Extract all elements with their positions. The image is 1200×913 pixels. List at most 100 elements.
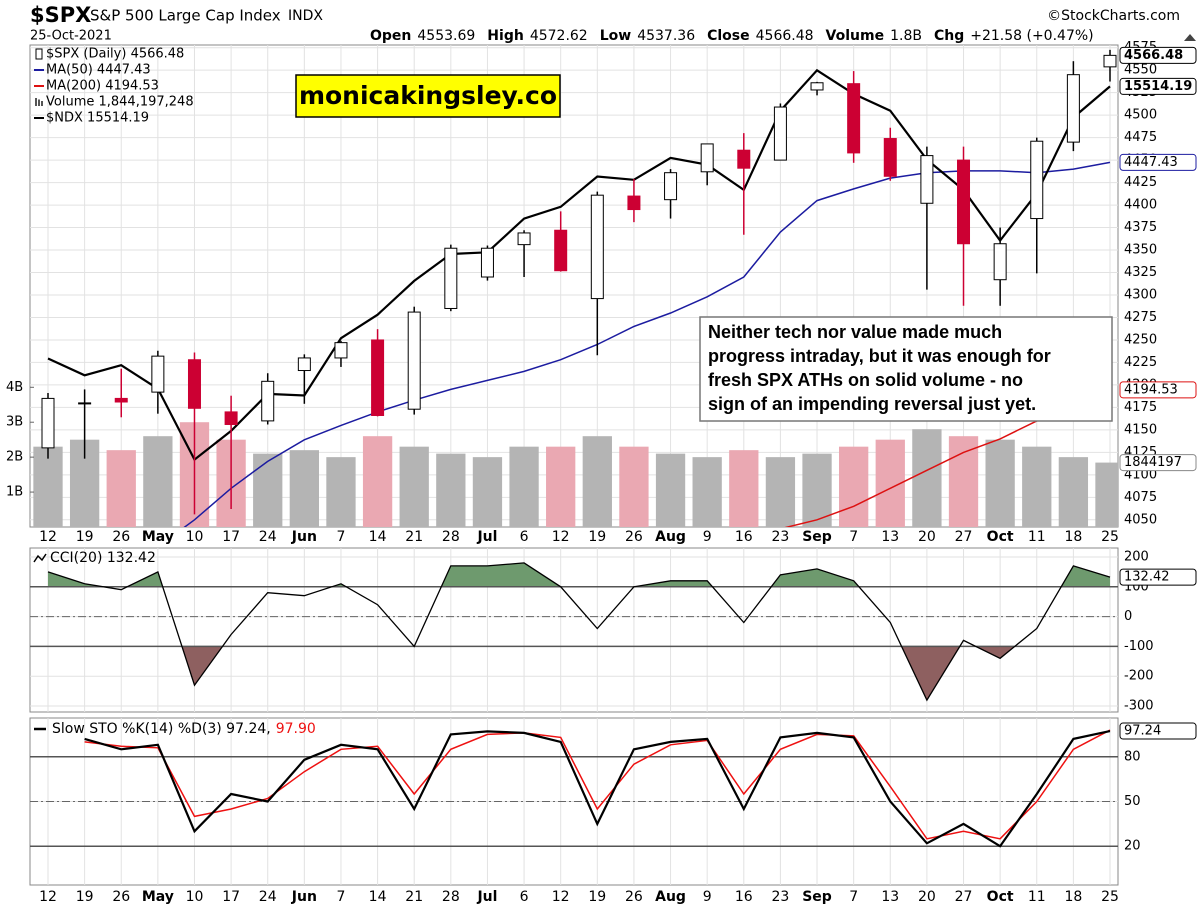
cci-panel: [29, 547, 1119, 713]
overlay-line: [784, 389, 1111, 527]
candle-body: [920, 155, 934, 204]
x-tick-label: 13: [881, 889, 899, 905]
up-arrow: [1184, 34, 1196, 41]
sto-legend: Slow STO %K(14) %D(3) 97.24,: [52, 721, 271, 737]
y-tick-label: 4425: [1124, 175, 1157, 190]
volume-tick-label: 3B: [6, 415, 23, 430]
candle-body: [737, 149, 751, 169]
volume-tick-label: 4B: [6, 380, 23, 395]
legend-icon: [41, 101, 43, 106]
candle-body: [554, 229, 568, 272]
copyright: ©StockCharts.com: [1047, 8, 1180, 24]
volume-bar: [692, 457, 722, 527]
cci-title: CCI(20) 132.42: [50, 550, 156, 566]
volume-bar: [582, 436, 612, 527]
x-tick-label: 19: [588, 529, 606, 545]
candle-body: [627, 195, 641, 211]
candle-body: [371, 339, 385, 416]
candle-body: [517, 232, 531, 246]
x-tick-label: May: [142, 529, 174, 545]
volume-bar: [985, 439, 1015, 527]
candle-body: [151, 355, 165, 393]
candle-body: [993, 243, 1007, 281]
x-tick-label: 26: [625, 889, 643, 905]
cci-fill-below: [48, 646, 1110, 701]
legend-ma: MA(50) 4447.43: [46, 63, 151, 78]
candle-body: [1030, 140, 1044, 220]
candle-body: [224, 411, 238, 425]
candle-body: [297, 357, 311, 372]
x-tick-label: 10: [186, 889, 204, 905]
candle-body: [1103, 54, 1117, 68]
x-tick-label: 16: [735, 889, 753, 905]
x-tick-label: 6: [520, 889, 529, 905]
volume-bar: [1058, 457, 1089, 527]
y-tick-label: 200: [1124, 549, 1149, 564]
candle-body: [957, 159, 971, 245]
cci-fill-above: [48, 562, 1110, 587]
y-tick-label: -100: [1124, 639, 1154, 654]
quote-value: 4566.48: [756, 28, 814, 44]
x-tick-label: 24: [259, 529, 277, 545]
x-tick-label: 21: [405, 889, 423, 905]
candle-body: [700, 143, 714, 173]
volume-bar: [509, 446, 539, 527]
x-tick-label: Aug: [655, 889, 686, 905]
value-tag-label: 1844197: [1124, 455, 1182, 470]
x-tick-label: Sep: [802, 889, 832, 905]
candle-body: [261, 380, 275, 422]
legend-volume: Volume 1,844,197,248: [46, 95, 194, 110]
volume-bar: [33, 446, 63, 527]
y-tick-label: 4375: [1124, 220, 1157, 235]
volume-tick-label: 2B: [6, 450, 23, 465]
volume-bar: [802, 453, 832, 527]
x-tick-label: 17: [222, 529, 240, 545]
volume-bar: [729, 450, 759, 527]
candle-body: [444, 247, 458, 309]
value-tag-label: 97.24: [1124, 724, 1161, 739]
quote-label: Volume: [826, 28, 885, 44]
x-tick-label: 18: [1064, 529, 1082, 545]
candle-body: [883, 138, 897, 177]
x-tick-label: 27: [955, 889, 973, 905]
x-tick-label: 21: [405, 529, 423, 545]
x-tick-label: 6: [520, 529, 529, 545]
volume-bar: [143, 436, 173, 527]
x-tick-label: Oct: [987, 529, 1014, 545]
legend-icon: [35, 48, 43, 60]
volume-bar: [546, 446, 576, 527]
volume-bar: [1095, 462, 1118, 527]
legend-spx: $SPX (Daily) 4566.48: [46, 47, 184, 62]
volume-tick-label: 1B: [6, 485, 23, 500]
sto-line: [84, 730, 1111, 848]
x-tick-label: 20: [918, 889, 936, 905]
volume-bar: [289, 450, 319, 527]
value-tag: [1119, 153, 1197, 171]
candle-body: [1066, 74, 1080, 143]
quote-value: 1.8B: [890, 28, 922, 44]
volume-bar: [912, 429, 942, 527]
exchange: INDX: [288, 8, 323, 24]
value-tag: [1119, 46, 1197, 64]
x-tick-label: 17: [222, 889, 240, 905]
x-tick-label: 12: [552, 889, 570, 905]
legend-icon: [33, 553, 47, 563]
note-line: sign of an impending reversal just yet.: [708, 394, 1036, 414]
candle-body: [590, 194, 604, 300]
x-tick-label: May: [142, 889, 174, 905]
quote-label: High: [487, 28, 524, 44]
x-tick-label: 11: [1028, 889, 1046, 905]
x-tick-label: 14: [369, 889, 387, 905]
y-tick-label: -300: [1124, 699, 1154, 714]
y-tick-label: 4325: [1124, 265, 1157, 280]
x-tick-label: 23: [771, 889, 789, 905]
x-tick-label: 19: [76, 529, 94, 545]
x-tick-label: 16: [735, 529, 753, 545]
quote-label: Chg: [934, 28, 964, 44]
x-tick-label: 23: [771, 529, 789, 545]
x-tick-label: 13: [881, 529, 899, 545]
symbol: $SPX: [30, 3, 91, 27]
x-tick-label: 20: [918, 529, 936, 545]
x-tick-label: 7: [337, 529, 346, 545]
watermark: monicakingsley.co: [299, 81, 557, 110]
